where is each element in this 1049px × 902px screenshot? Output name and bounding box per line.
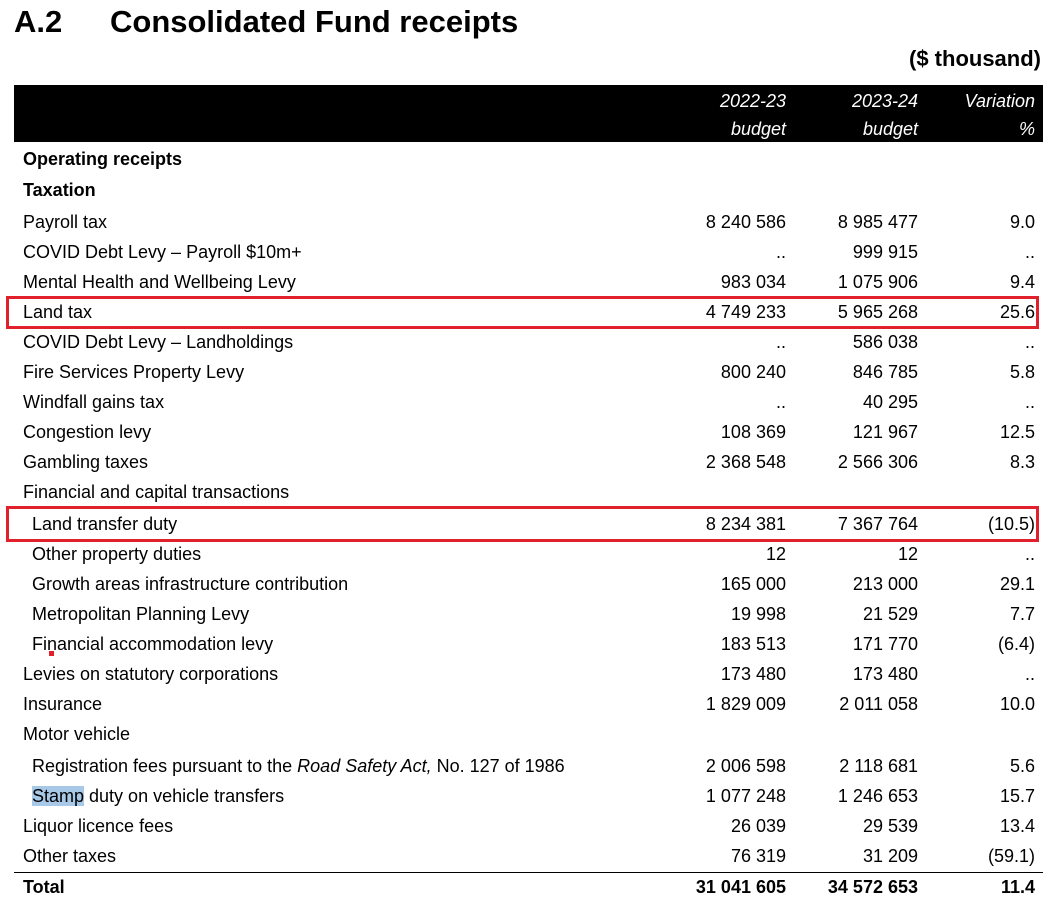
table-row: Registration fees pursuant to the Road S… xyxy=(32,756,1035,776)
section-number: A.2 xyxy=(14,4,63,39)
units-label: ($ thousand) xyxy=(909,46,1041,71)
table-row: Liquor licence fees 26 039 29 539 13.4 xyxy=(23,816,1035,836)
table-row: Growth areas infrastructure contribution… xyxy=(32,574,1035,594)
selected-text[interactable]: Stamp xyxy=(32,786,85,806)
section-title: Consolidated Fund receipts xyxy=(110,4,519,39)
table-row-total: Total 31 041 605 34 572 653 11.4 xyxy=(23,877,1035,897)
table-row-land-transfer-duty: Land transfer duty 8 234 381 7 367 764 (… xyxy=(32,514,1035,534)
table-row: Payroll tax 8 240 586 8 985 477 9.0 xyxy=(23,212,1035,232)
total-divider xyxy=(14,872,1043,873)
table-row: Levies on statutory corporations 173 480… xyxy=(23,664,1035,684)
table-row: Taxation xyxy=(23,180,96,200)
table-row: Congestion levy 108 369 121 967 12.5 xyxy=(23,422,1035,442)
table-header: 2022-23 budget 2023-24 budget Variation … xyxy=(14,85,1043,142)
table-row: Mental Health and Wellbeing Levy 983 034… xyxy=(23,272,1035,292)
table-row: Fire Services Property Levy 800 240 846 … xyxy=(23,362,1035,382)
table-row: Gambling taxes 2 368 548 2 566 306 8.3 xyxy=(23,452,1035,472)
table-row: Metropolitan Planning Levy 19 998 21 529… xyxy=(32,604,1035,624)
table-row-land-tax: Land tax 4 749 233 5 965 268 25.6 xyxy=(23,302,1035,322)
table-row: Financial accommodation levy 183 513 171… xyxy=(32,634,1035,654)
table-row: Operating receipts xyxy=(23,149,183,169)
table-row: Insurance 1 829 009 2 011 058 10.0 xyxy=(23,694,1035,714)
header-col-2023-24: 2023-24 budget xyxy=(851,91,918,139)
text-cursor-marker xyxy=(49,651,54,656)
table-row: COVID Debt Levy – Payroll $10m+ .. 999 9… xyxy=(23,242,1035,262)
table-row: Motor vehicle xyxy=(23,724,131,744)
table-row: Financial and capital transactions xyxy=(23,482,290,502)
table-row: Windfall gains tax .. 40 295 .. xyxy=(23,392,1035,412)
header-col-variation: Variation % xyxy=(964,91,1035,139)
header-col-2022-23: 2022-23 budget xyxy=(719,91,786,139)
table-row: Stamp duty on vehicle transfers 1 077 24… xyxy=(32,786,1035,806)
table-row: Other taxes 76 319 31 209 (59.1) xyxy=(23,846,1035,866)
table-row: Other property duties 12 12 .. xyxy=(32,544,1035,564)
table-row: COVID Debt Levy – Landholdings .. 586 03… xyxy=(23,332,1035,352)
page-title: A.2 Consolidated Fund receipts xyxy=(14,4,518,40)
